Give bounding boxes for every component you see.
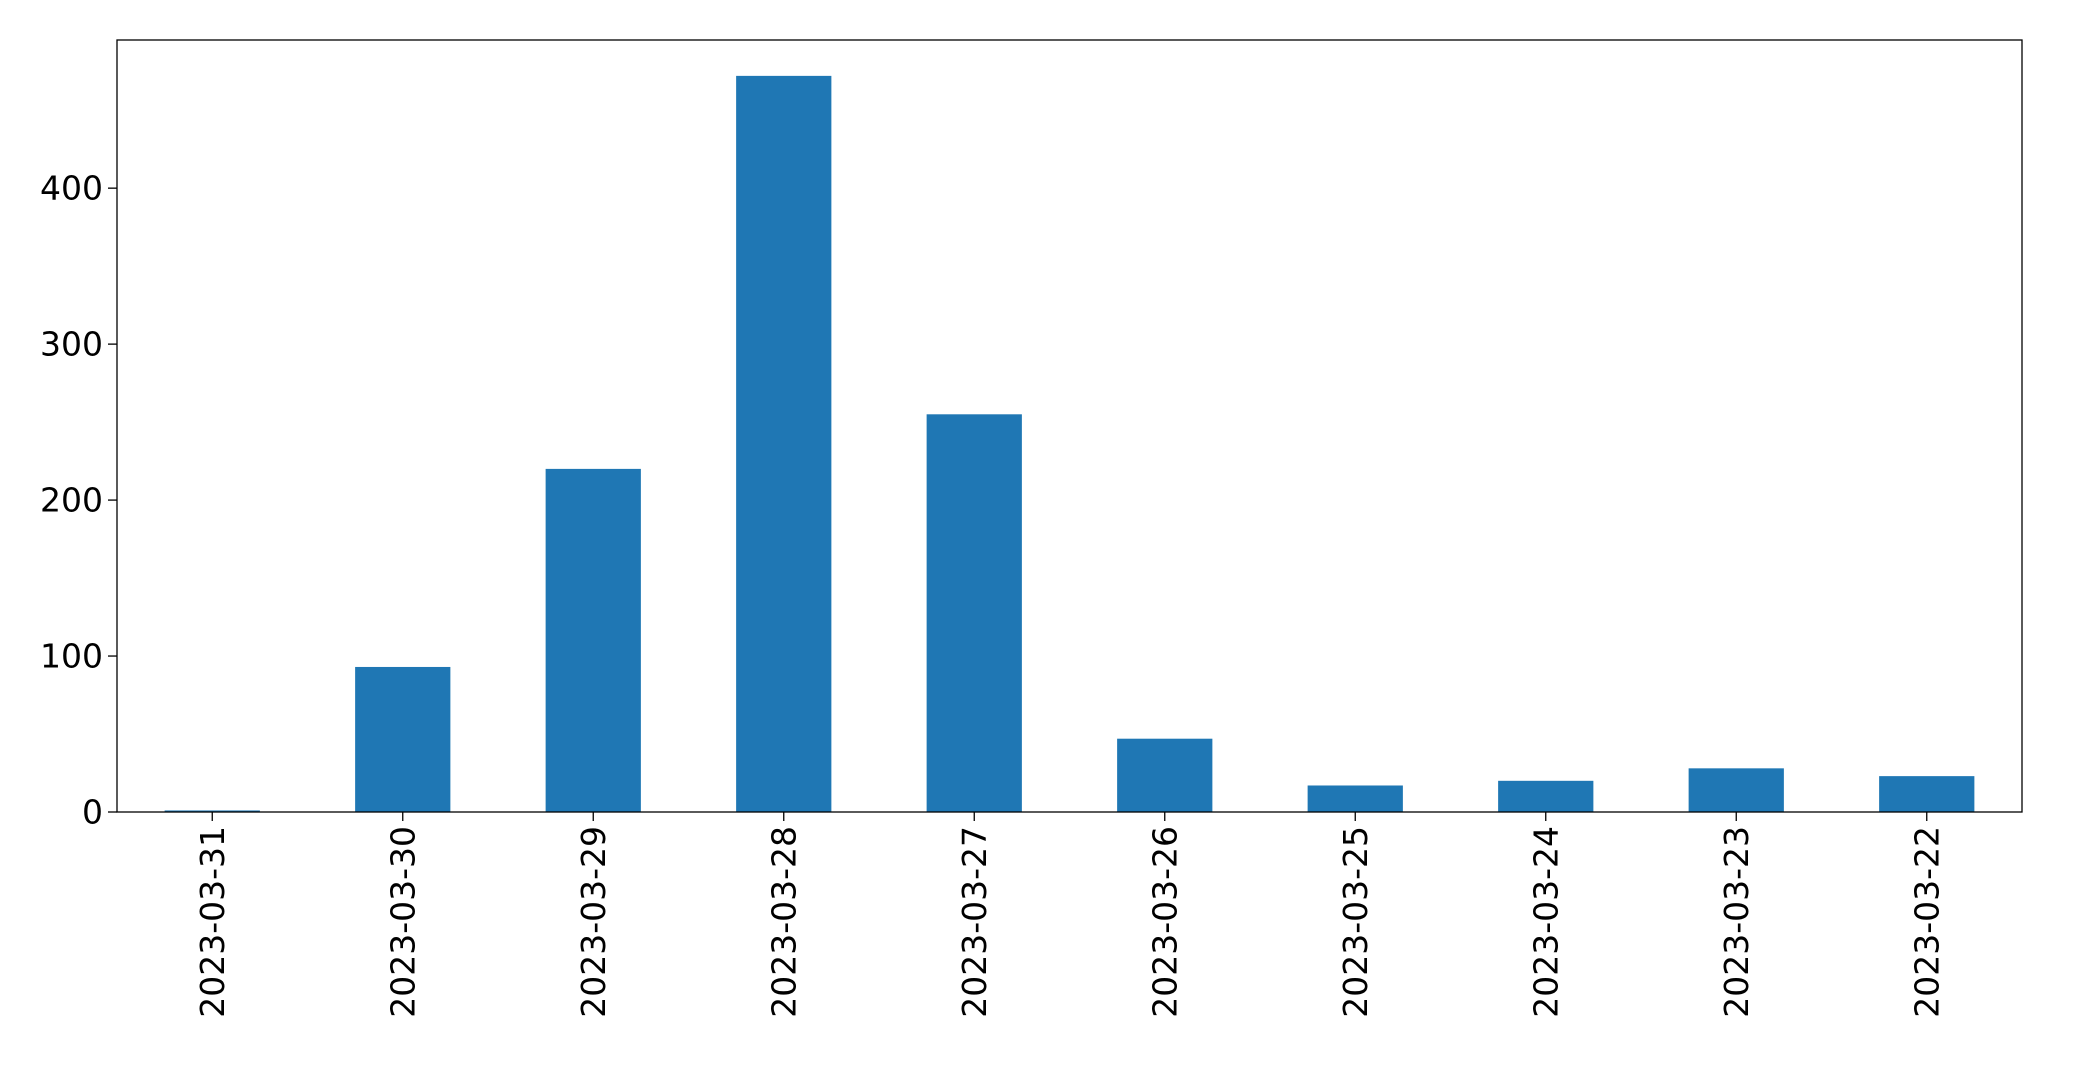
bar-2023-03-22 <box>1879 776 1975 812</box>
bar-2023-03-27 <box>926 414 1022 812</box>
x-tick-label: 2023-03-29 <box>574 826 613 1018</box>
x-tick-label: 2023-03-31 <box>193 826 232 1018</box>
y-tick-label: 400 <box>40 169 103 208</box>
y-tick-label: 200 <box>40 481 103 520</box>
bar-2023-03-23 <box>1688 768 1784 812</box>
x-tick-label: 2023-03-30 <box>383 826 422 1018</box>
bars-layer <box>164 75 1975 812</box>
x-tick-label: 2023-03-22 <box>1907 826 1946 1018</box>
bar-2023-03-31 <box>164 810 260 812</box>
plot-frame <box>116 39 2023 813</box>
bar-2023-03-28 <box>736 75 832 812</box>
x-tick-label: 2023-03-26 <box>1145 826 1184 1018</box>
x-tick-label: 2023-03-23 <box>1717 826 1756 1018</box>
bar-2023-03-25 <box>1307 785 1403 812</box>
x-tick-label: 2023-03-25 <box>1336 826 1375 1018</box>
y-axis: 0 100 200 300 400 <box>40 169 117 832</box>
bar-2023-03-26 <box>1117 738 1213 812</box>
bar-2023-03-29 <box>545 468 641 812</box>
bar-2023-03-24 <box>1498 780 1594 812</box>
y-tick-label: 0 <box>82 793 103 832</box>
x-tick-label: 2023-03-27 <box>955 826 994 1018</box>
y-tick-label: 100 <box>40 637 103 676</box>
x-axis: 2023-03-31 2023-03-30 2023-03-29 2023-03-28… <box>193 812 1946 1018</box>
x-tick-label: 2023-03-28 <box>764 826 803 1018</box>
y-tick-label: 300 <box>40 325 103 364</box>
x-tick-label: 2023-03-24 <box>1526 826 1565 1018</box>
bar-2023-03-30 <box>355 666 451 812</box>
